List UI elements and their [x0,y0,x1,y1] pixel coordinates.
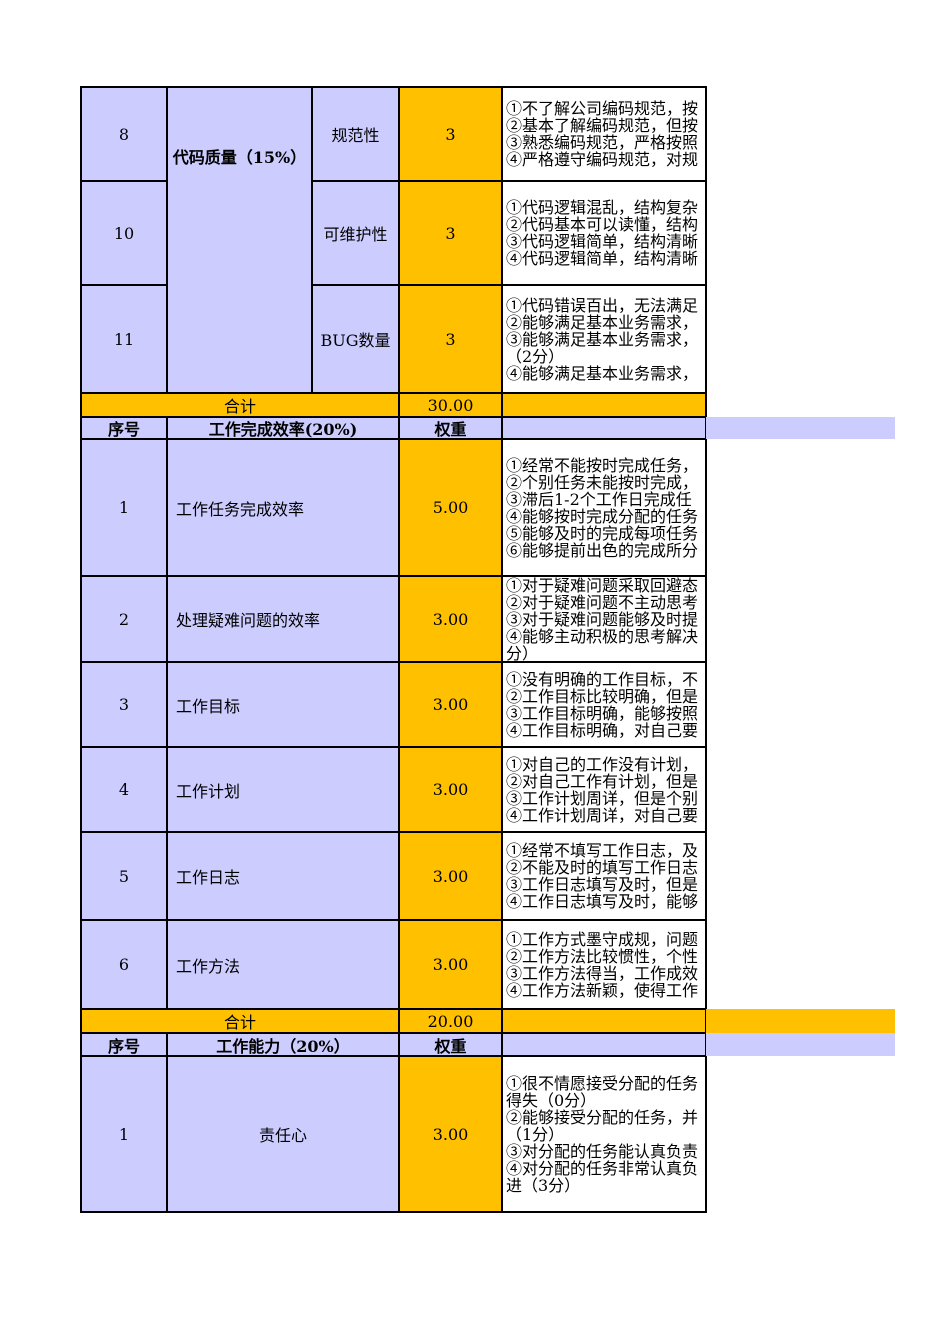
header-no-cell[interactable]: 序号 [81,1033,167,1056]
item-name-cell[interactable]: 工作目标 [167,662,399,747]
total-empty-cell[interactable] [502,393,706,417]
total-fill-strip [706,1009,895,1033]
criteria-cell[interactable]: ①工作方式墨守成规，问题 ②工作方法比较惯性，个性 ③工作方法得当，工作成效 ④… [502,920,706,1009]
item-name-cell[interactable]: 工作任务完成效率 [167,439,399,576]
row-number-cell[interactable]: 5 [81,832,167,920]
row-number-cell[interactable]: 4 [81,747,167,832]
category-cell[interactable]: 代码质量（15%） [167,87,312,393]
criteria-cell[interactable]: ①经常不填写工作日志，及 ②不能及时的填写工作日志 ③工作日志填写及时，但是 ④… [502,832,706,920]
criteria-cell[interactable]: ①代码逻辑混乱，结构复杂 ②代码基本可以读懂，结构 ③代码逻辑简单，结构清晰 ④… [502,181,706,285]
weight-cell[interactable]: 3 [399,87,502,181]
row-number-cell[interactable]: 6 [81,920,167,1009]
evaluation-table: 8 代码质量（15%） 规范性 3 ①不了解公司编码规范，按 ②基本了解编码规范… [80,86,707,1213]
criteria-cell[interactable]: ①对于疑难问题采取回避态 ②对于疑难问题不主动思考 ③对于疑难问题能够及时提 ④… [502,576,706,662]
header-name-cell[interactable]: 工作能力（20%） [167,1033,399,1056]
weight-cell[interactable]: 3.00 [399,920,502,1009]
row-number-cell[interactable]: 1 [81,1056,167,1212]
criteria-cell[interactable]: ①经常不能按时完成任务， ②个别任务未能按时完成， ③滞后1-2个工作日完成任 … [502,439,706,576]
total-label-cell[interactable]: 合计 [81,393,399,417]
header-empty-cell[interactable] [502,1033,706,1056]
weight-cell[interactable]: 5.00 [399,439,502,576]
item-name-cell[interactable]: 工作方法 [167,920,399,1009]
criteria-cell[interactable]: ①不了解公司编码规范，按 ②基本了解编码规范，但按 ③熟悉编码规范，严格按照 ④… [502,87,706,181]
total-label-cell[interactable]: 合计 [81,1009,399,1033]
row-number-cell[interactable]: 3 [81,662,167,747]
item-name-cell[interactable]: 责任心 [167,1056,399,1212]
row-number-cell[interactable]: 11 [81,285,167,393]
row-number-cell[interactable]: 1 [81,439,167,576]
weight-cell[interactable]: 3.00 [399,662,502,747]
subitem-cell[interactable]: 可维护性 [312,181,399,285]
total-value-cell[interactable]: 20.00 [399,1009,502,1033]
weight-cell[interactable]: 3.00 [399,1056,502,1212]
weight-cell[interactable]: 3.00 [399,747,502,832]
header-name-cell[interactable]: 工作完成效率(20%) [167,417,399,439]
criteria-cell[interactable]: ①没有明确的工作目标，不 ②工作目标比较明确，但是 ③工作目标明确，能够按照 ④… [502,662,706,747]
header-weight-cell[interactable]: 权重 [399,417,502,439]
header-empty-cell[interactable] [502,417,706,439]
item-name-cell[interactable]: 工作日志 [167,832,399,920]
header-no-cell[interactable]: 序号 [81,417,167,439]
total-empty-cell[interactable] [502,1009,706,1033]
total-value-cell[interactable]: 30.00 [399,393,502,417]
weight-cell[interactable]: 3 [399,181,502,285]
criteria-cell[interactable]: ①很不情愿接受分配的任务 得失（0分） ②能够接受分配的任务，并 （1分） ③对… [502,1056,706,1212]
header-fill-strip [706,417,895,439]
header-fill-strip [706,1033,895,1056]
weight-cell[interactable]: 3.00 [399,576,502,662]
weight-cell[interactable]: 3 [399,285,502,393]
weight-cell[interactable]: 3.00 [399,832,502,920]
criteria-cell[interactable]: ①代码错误百出，无法满足 ②能够满足基本业务需求， ③能够满足基本业务需求， （… [502,285,706,393]
row-number-cell[interactable]: 2 [81,576,167,662]
header-weight-cell[interactable]: 权重 [399,1033,502,1056]
criteria-cell[interactable]: ①对自己的工作没有计划， ②对自己工作有计划，但是 ③工作计划周详，但是个别 ④… [502,747,706,832]
subitem-cell[interactable]: BUG数量 [312,285,399,393]
row-number-cell[interactable]: 10 [81,181,167,285]
item-name-cell[interactable]: 处理疑难问题的效率 [167,576,399,662]
item-name-cell[interactable]: 工作计划 [167,747,399,832]
subitem-cell[interactable]: 规范性 [312,87,399,181]
row-number-cell[interactable]: 8 [81,87,167,181]
